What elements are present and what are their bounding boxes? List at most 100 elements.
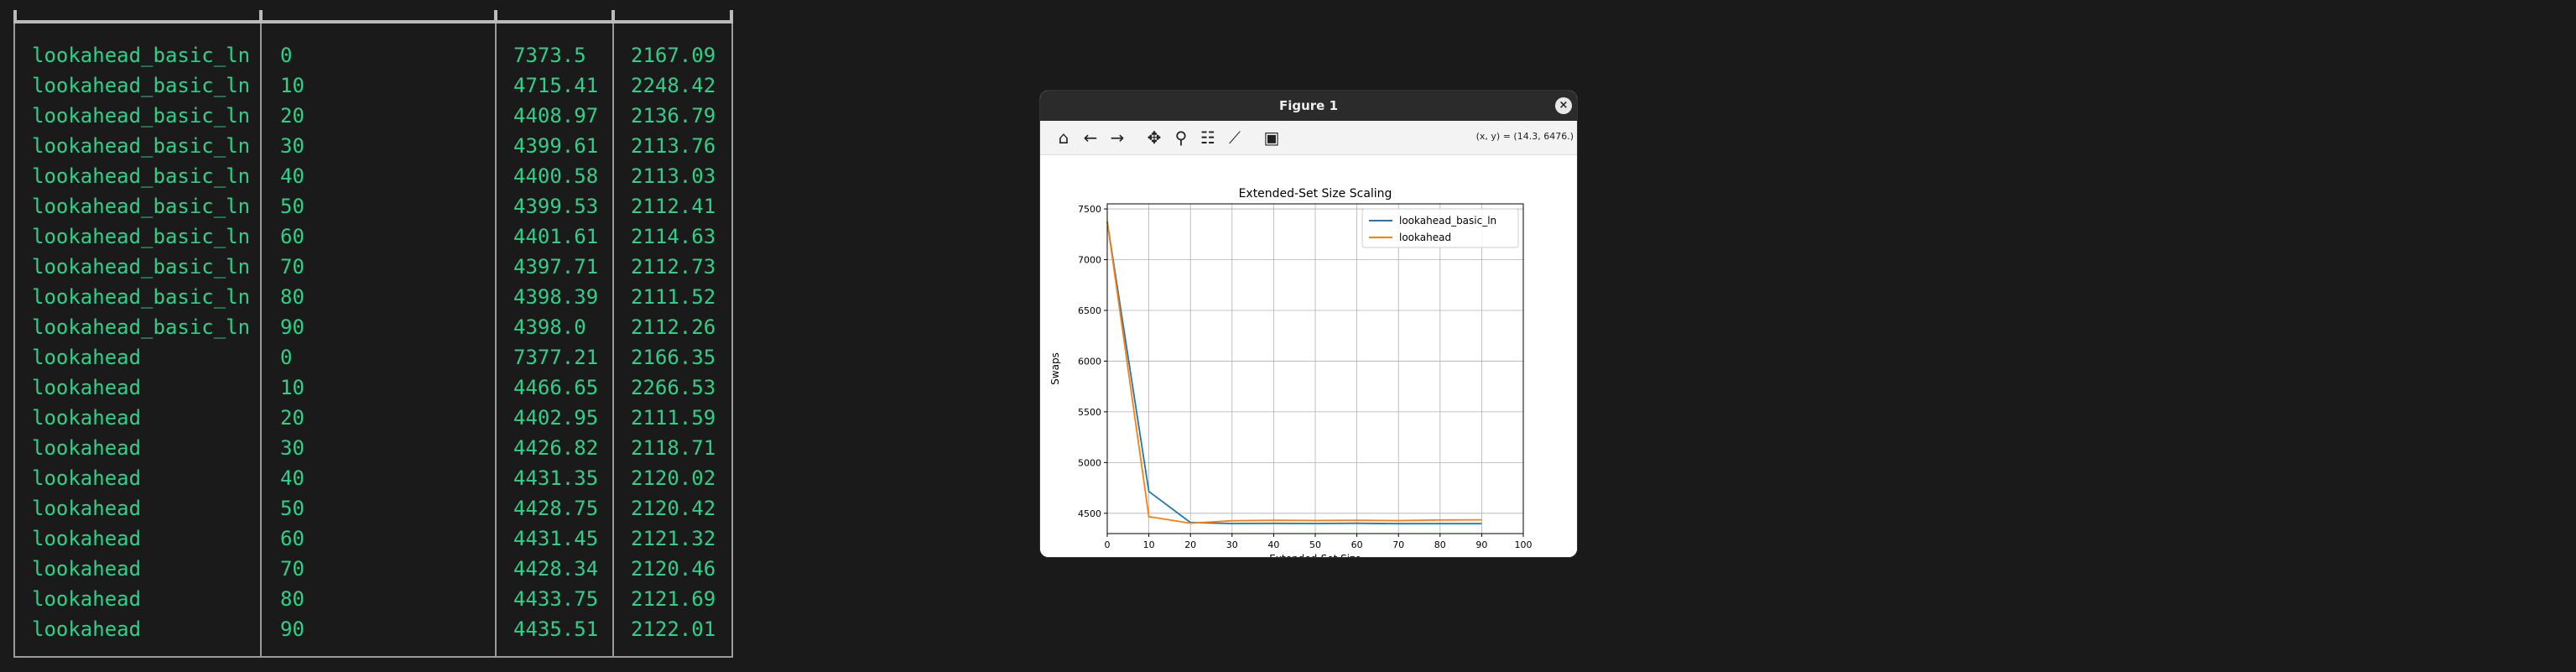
table-row: lookahead604431.452121.32 <box>0 524 738 554</box>
table-row: lookahead_basic_ln804398.392111.52 <box>0 282 738 312</box>
navigation-toolbar: ⌂←→✥⚲☷⟋▣ (x, y) = (14.3, 6476.) <box>1040 121 1577 155</box>
pan-icon: ✥ <box>1147 128 1162 148</box>
row-label: lookahead <box>32 342 141 372</box>
y-tick-label: 6000 <box>1078 356 1101 367</box>
forward-button[interactable]: → <box>1106 126 1129 149</box>
row-depth: 2166.35 <box>631 342 716 372</box>
row-size: 10 <box>280 70 304 101</box>
row-size: 80 <box>280 282 304 312</box>
series-line-lookahead-basic-ln <box>1107 221 1481 524</box>
edit-axes-button[interactable]: ⟋ <box>1223 126 1246 149</box>
row-size: 0 <box>280 40 292 70</box>
table-row: lookahead_basic_ln304399.612113.76 <box>0 131 738 161</box>
x-tick-label: 10 <box>1143 539 1155 550</box>
chart-title: Extended-Set Size Scaling <box>1239 187 1392 201</box>
home-button[interactable]: ⌂ <box>1052 126 1075 149</box>
row-swaps: 4426.82 <box>513 433 598 463</box>
table-row: lookahead_basic_ln404400.582113.03 <box>0 161 738 191</box>
y-tick-label: 5500 <box>1078 407 1101 418</box>
row-size: 30 <box>280 433 304 463</box>
row-label: lookahead <box>32 614 141 644</box>
row-swaps: 7377.21 <box>513 342 598 372</box>
row-swaps: 4715.41 <box>513 70 598 101</box>
series-line-lookahead <box>1107 221 1481 524</box>
row-swaps: 4397.71 <box>513 252 598 282</box>
legend-label: lookahead_basic_ln <box>1399 215 1496 227</box>
table-row: lookahead_basic_ln904398.02112.26 <box>0 312 738 342</box>
row-swaps: 4466.65 <box>513 372 598 403</box>
x-tick-label: 20 <box>1184 539 1196 550</box>
row-size: 30 <box>280 131 304 161</box>
y-tick-label: 7500 <box>1078 204 1101 215</box>
row-swaps: 4399.53 <box>513 191 598 221</box>
table-row: lookahead_basic_ln204408.972136.79 <box>0 101 738 131</box>
column-tick <box>730 10 733 23</box>
column-tick <box>259 10 263 23</box>
table-row: lookahead104466.652266.53 <box>0 372 738 403</box>
row-label: lookahead_basic_ln <box>32 161 250 191</box>
row-depth: 2248.42 <box>631 70 716 101</box>
column-tick <box>611 10 615 23</box>
home-icon: ⌂ <box>1059 128 1069 148</box>
row-size: 50 <box>280 191 304 221</box>
row-label: lookahead_basic_ln <box>32 252 250 282</box>
row-depth: 2120.42 <box>631 493 716 524</box>
x-tick-label: 0 <box>1105 539 1111 550</box>
pan-button[interactable]: ✥ <box>1142 126 1166 149</box>
row-depth: 2112.41 <box>631 191 716 221</box>
line-chart[interactable]: 0102030405060708090100450050005500600065… <box>1040 155 1577 557</box>
row-size: 10 <box>280 372 304 403</box>
row-depth: 2112.73 <box>631 252 716 282</box>
table-row: lookahead204402.952111.59 <box>0 403 738 433</box>
row-depth: 2120.46 <box>631 554 716 584</box>
x-tick-label: 100 <box>1515 539 1533 550</box>
close-button[interactable]: × <box>1555 97 1572 114</box>
row-size: 40 <box>280 161 304 191</box>
table-row: lookahead 30 4426.82 2118.71 <box>0 433 738 463</box>
row-swaps: 4400.58 <box>513 161 598 191</box>
row-label: lookahead_basic_ln <box>32 131 250 161</box>
row-swaps: 4435.51 <box>513 614 598 644</box>
row-depth: 2266.53 <box>631 372 716 403</box>
row-swaps: 4428.75 <box>513 493 598 524</box>
row-label: lookahead_basic_ln <box>32 70 250 101</box>
row-depth: 2114.63 <box>631 221 716 252</box>
row-swaps: 4431.35 <box>513 463 598 493</box>
column-tick <box>494 10 497 23</box>
x-axis-label: Extended-Set Size <box>1269 553 1361 557</box>
x-tick-label: 70 <box>1392 539 1404 550</box>
zoom-button[interactable]: ⚲ <box>1169 126 1193 149</box>
table-row: lookahead704428.342120.46 <box>0 554 738 584</box>
row-size: 0 <box>280 342 292 372</box>
forward-icon: → <box>1111 128 1125 148</box>
row-depth: 2118.71 <box>631 433 716 463</box>
table-row: lookahead_basic_ln604401.612114.63 <box>0 221 738 252</box>
row-label: lookahead_basic_ln <box>32 221 250 252</box>
x-tick-label: 90 <box>1475 539 1487 550</box>
x-tick-label: 80 <box>1434 539 1446 550</box>
row-swaps: 4398.39 <box>513 282 598 312</box>
row-depth: 2121.32 <box>631 524 716 554</box>
row-swaps: 4398.0 <box>513 312 586 342</box>
table-row: lookahead_basic_ln 70 4397.71 2112.73 <box>0 252 738 282</box>
row-label: lookahead_basic_ln <box>32 191 250 221</box>
row-swaps: 4401.61 <box>513 221 598 252</box>
row-depth: 2120.02 <box>631 463 716 493</box>
row-depth: 2111.52 <box>631 282 716 312</box>
row-label: lookahead <box>32 433 141 463</box>
close-icon: × <box>1559 99 1569 112</box>
row-size: 20 <box>280 101 304 131</box>
row-size: 40 <box>280 463 304 493</box>
table-row: lookahead904435.512122.01 <box>0 614 738 644</box>
table-row: lookahead_basic_ln 50 4399.53 2112.41 <box>0 191 738 221</box>
row-size: 70 <box>280 252 304 282</box>
subplots-button[interactable]: ☷ <box>1196 126 1220 149</box>
plot-area[interactable]: 0102030405060708090100450050005500600065… <box>1040 155 1577 557</box>
save-button[interactable]: ▣ <box>1260 126 1283 149</box>
row-label: lookahead_basic_ln <box>32 312 250 342</box>
window-titlebar[interactable]: Figure 1 × <box>1040 91 1577 121</box>
row-size: 60 <box>280 524 304 554</box>
table-row: lookahead 0 7377.21 2166.35 <box>0 342 738 372</box>
back-button[interactable]: ← <box>1079 126 1102 149</box>
y-axis-label: Swaps <box>1049 352 1061 385</box>
